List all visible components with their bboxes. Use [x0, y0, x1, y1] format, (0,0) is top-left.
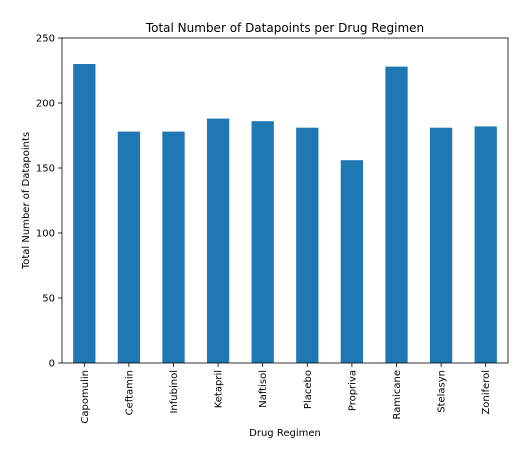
x-tick-label-ramicane: Ramicane [392, 370, 403, 420]
bar-naftisol [252, 121, 274, 363]
y-tick-label: 50 [42, 294, 55, 305]
x-tick-label-stelasyn: Stelasyn [437, 370, 448, 413]
y-tick-label: 200 [36, 99, 55, 110]
bar-infubinol [162, 132, 184, 363]
bar-ramicane [385, 67, 407, 363]
x-tick-label-propriva: Propriva [347, 370, 358, 411]
x-tick-label-placebo: Placebo [303, 370, 314, 409]
x-tick-label-capomulin: Capomulin [80, 370, 91, 424]
bar-ceftamin [118, 132, 140, 363]
x-tick-label-zoniferol: Zoniferol [481, 370, 492, 415]
y-tick-label: 100 [36, 229, 55, 240]
chart-title: Total Number of Datapoints per Drug Regi… [145, 21, 424, 35]
y-axis-label: Total Number of Datapoints [21, 132, 32, 270]
x-tick-label-infubinol: Infubinol [169, 370, 180, 414]
bar-zoniferol [475, 126, 497, 363]
y-tick-label: 0 [49, 359, 55, 370]
bar-capomulin [73, 64, 95, 363]
bar-propriva [341, 160, 363, 363]
x-axis-label: Drug Regimen [249, 428, 321, 439]
bar-ketapril [207, 119, 229, 363]
x-tick-label-ceftamin: Ceftamin [124, 370, 135, 415]
bar-stelasyn [430, 128, 452, 363]
plot-area: 0 50 100 150 200 250 Capomulin Ceftamin Infubino… [36, 34, 508, 424]
x-tick-label-naftisol: Naftisol [258, 370, 269, 408]
x-tick-label-ketapril: Ketapril [214, 370, 225, 408]
bar-placebo [296, 128, 318, 363]
y-tick-label: 250 [36, 34, 55, 45]
y-tick-label: 150 [36, 164, 55, 175]
